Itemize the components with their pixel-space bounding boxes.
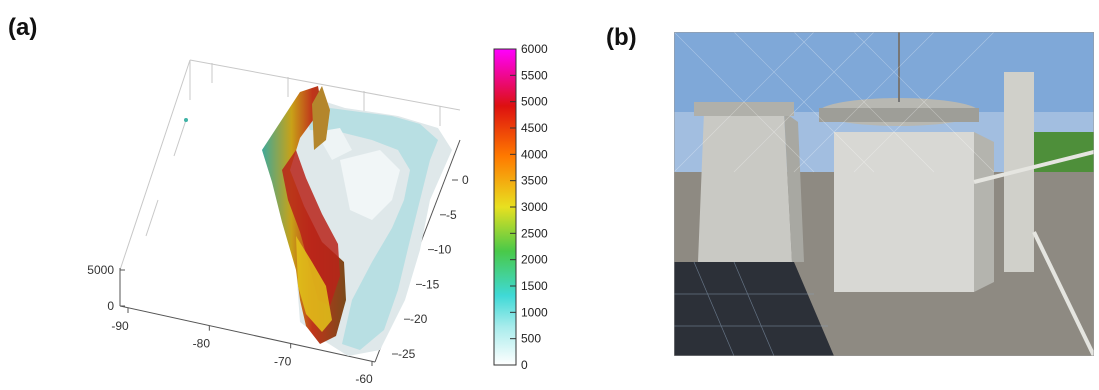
y-tick-label: 0 [462, 173, 469, 187]
y-tick-label: -20 [410, 312, 428, 326]
x-tick-label: -90 [111, 319, 129, 333]
plot-box-frame [119, 59, 461, 271]
colorbar-tick-label: 2500 [521, 226, 548, 240]
colorbar-tick-label: 5000 [521, 95, 548, 109]
y-tick-label: -10 [434, 243, 452, 257]
instrument-photo [674, 32, 1094, 356]
y-tick-label: -15 [422, 277, 440, 291]
z-tick-label: 0 [107, 299, 114, 313]
z-tick-label: 5000 [87, 263, 114, 277]
colorbar-tick-label: 1000 [521, 305, 548, 319]
colorbar-tick-label: 4000 [521, 147, 548, 161]
colorbar-tick-label: 0 [521, 358, 528, 372]
panel-a-label: (a) [8, 14, 38, 41]
y-tick-label: -25 [398, 347, 416, 361]
x-tick-label: -80 [193, 337, 211, 351]
colorbar-tick-label: 1500 [521, 279, 548, 293]
colorbar-tick-label: 3500 [521, 174, 548, 188]
y-tick-label: -5 [446, 208, 457, 222]
panel-b-label: (b) [606, 24, 637, 51]
instrument-photo-drawing [674, 32, 1094, 356]
colorbar-tick-label: 5500 [521, 68, 548, 82]
photo-enclosure [834, 132, 974, 292]
colorbar-tick-label: 3000 [521, 200, 548, 214]
colorbar-tick-label: 2000 [521, 253, 548, 267]
colorbar-tick-label: 4500 [521, 121, 548, 135]
x-tick-label: -60 [355, 372, 373, 386]
colorbar-tick-label: 6000 [521, 42, 548, 56]
x-tick-label: -70 [274, 354, 292, 368]
colorbar-tick-label: 500 [521, 332, 541, 346]
terrain-surface [184, 86, 452, 356]
